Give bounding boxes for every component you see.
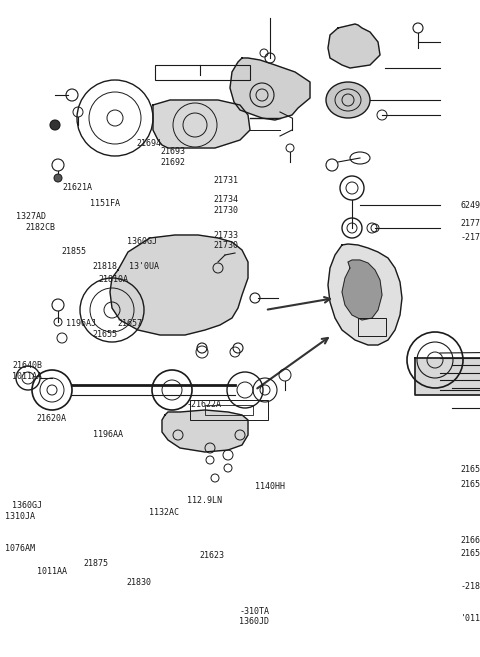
Text: 1140HH: 1140HH xyxy=(255,482,285,491)
Text: 1327AD: 1327AD xyxy=(16,212,46,221)
Polygon shape xyxy=(162,410,248,452)
Text: 21656: 21656 xyxy=(461,549,480,558)
Text: 21694: 21694 xyxy=(136,139,161,148)
Text: 62493: 62493 xyxy=(461,201,480,210)
Text: 1011AA: 1011AA xyxy=(12,372,42,381)
Bar xyxy=(205,405,253,415)
Bar xyxy=(155,65,250,80)
Text: 21731: 21731 xyxy=(214,176,239,185)
Text: 112.9LN: 112.9LN xyxy=(187,496,222,505)
Text: 21657: 21657 xyxy=(117,319,142,328)
Polygon shape xyxy=(153,100,250,148)
Text: 1360GJ: 1360GJ xyxy=(12,501,42,510)
Polygon shape xyxy=(230,58,310,120)
Text: 13'0UA: 13'0UA xyxy=(129,261,159,271)
Text: 1310JA: 1310JA xyxy=(5,512,35,521)
Text: 21810A: 21810A xyxy=(99,275,129,284)
Text: 21770: 21770 xyxy=(461,219,480,228)
Text: 21875: 21875 xyxy=(84,558,108,568)
Polygon shape xyxy=(415,358,480,395)
Text: 1151FA: 1151FA xyxy=(90,199,120,208)
Text: 1196AA: 1196AA xyxy=(93,430,123,439)
Text: -21700: -21700 xyxy=(461,233,480,242)
Text: 21693: 21693 xyxy=(161,147,186,156)
Text: 21733: 21733 xyxy=(214,231,239,240)
Text: 1360GJ: 1360GJ xyxy=(127,237,156,246)
Text: -310TA: -310TA xyxy=(240,607,269,616)
Text: 21657: 21657 xyxy=(461,465,480,474)
Text: 21730: 21730 xyxy=(214,206,239,215)
Ellipse shape xyxy=(326,82,370,118)
Text: 21655: 21655 xyxy=(92,330,117,339)
Polygon shape xyxy=(342,260,382,320)
Text: -21850: -21850 xyxy=(461,582,480,591)
Text: 21818: 21818 xyxy=(92,261,117,271)
Text: 1076AM: 1076AM xyxy=(5,544,35,553)
Text: 21730: 21730 xyxy=(214,241,239,250)
Text: 21623: 21623 xyxy=(200,551,225,560)
Bar xyxy=(190,400,268,420)
Circle shape xyxy=(50,120,60,130)
Circle shape xyxy=(54,174,62,182)
Bar xyxy=(358,318,386,336)
Text: 21650: 21650 xyxy=(461,480,480,489)
Text: 21830: 21830 xyxy=(127,578,152,587)
Text: 1196AJ: 1196AJ xyxy=(66,319,96,328)
Text: 21734: 21734 xyxy=(214,195,239,204)
Text: 1132AC: 1132AC xyxy=(149,508,179,517)
Text: -21622A: -21622A xyxy=(186,400,221,409)
Text: 21620A: 21620A xyxy=(36,414,66,423)
Text: 21640B: 21640B xyxy=(12,361,42,370)
Text: 21855: 21855 xyxy=(62,247,87,256)
Polygon shape xyxy=(110,235,248,335)
Text: 21692: 21692 xyxy=(161,158,186,168)
Text: '011AA: '011AA xyxy=(461,614,480,623)
Text: 21661B: 21661B xyxy=(461,535,480,545)
Text: 2182CB: 2182CB xyxy=(26,223,56,232)
Polygon shape xyxy=(328,24,380,68)
Polygon shape xyxy=(328,244,402,345)
Text: 21621A: 21621A xyxy=(63,183,93,192)
Text: 1011AA: 1011AA xyxy=(37,566,67,576)
Text: 1360JD: 1360JD xyxy=(240,617,269,626)
